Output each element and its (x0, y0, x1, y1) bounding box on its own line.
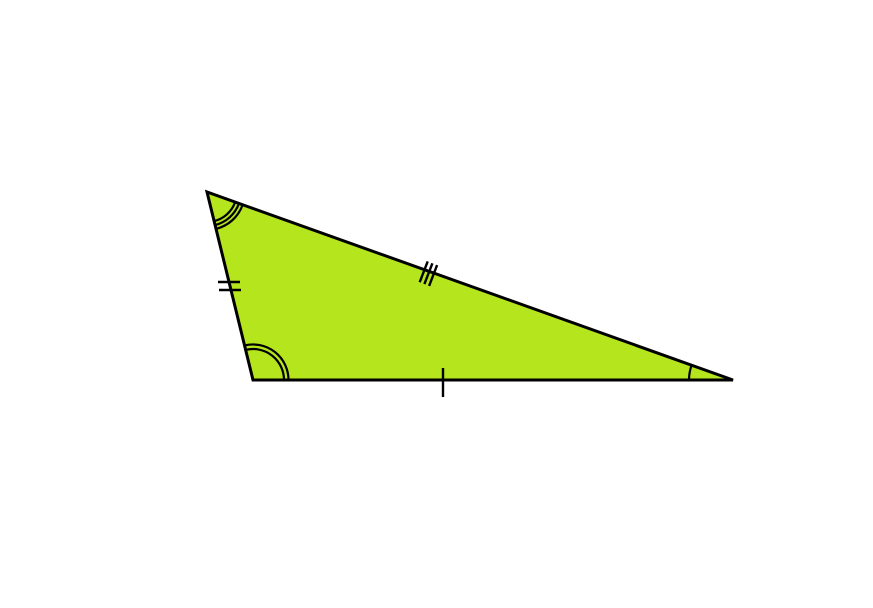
side-tick-marks (218, 260, 445, 397)
angle-arc (244, 343, 290, 381)
angle-marks-bottom-left-vertex (244, 343, 290, 381)
tick-mark-top-side (418, 260, 429, 283)
angle-arc (687, 363, 694, 381)
angle-arc (214, 203, 240, 227)
angle-marks-top-left-vertex (213, 202, 244, 230)
tick-mark-top-side (423, 262, 434, 285)
angle-arc (215, 204, 244, 230)
tick-mark-top-side (427, 264, 439, 287)
triangle-shape (204, 189, 734, 382)
angle-arc (213, 202, 237, 223)
angle-marks-right-vertex (687, 363, 694, 381)
angle-arc (245, 347, 286, 381)
